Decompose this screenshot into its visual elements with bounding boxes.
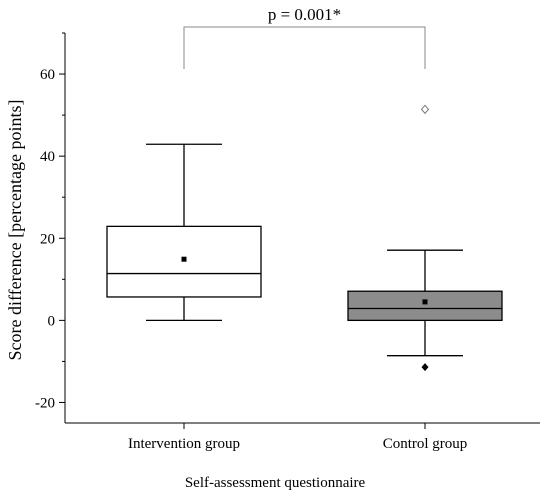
y-tick-label: -20 (35, 395, 55, 411)
y-tick-label: 40 (40, 149, 55, 165)
x-tick-label: Control group (383, 436, 468, 452)
x-axis-title: Self-assessment questionnaire (185, 475, 366, 491)
axes: -20 0 20 40 60 Intervention group Control grou… (35, 32, 540, 452)
boxes (106, 104, 503, 372)
y-tick-label: 0 (48, 313, 56, 329)
significance-bracket (183, 26, 426, 69)
y-tick-label: 20 (40, 231, 55, 247)
outlier-open-diamond (420, 104, 430, 115)
iqr-box (347, 290, 503, 322)
y-tick-label: 60 (40, 67, 55, 83)
labels: p = 0.001* Self-assessment questionnaire S… (5, 5, 426, 491)
box-2 (347, 104, 503, 372)
mean-marker (181, 256, 187, 262)
x-tick-label: Intervention group (128, 436, 240, 452)
mean-marker (422, 299, 428, 305)
significance-annotation: p = 0.001* (268, 5, 341, 24)
box-1 (106, 143, 262, 322)
outlier-filled-diamond (421, 363, 429, 372)
y-axis-title: Score difference [percentage points] (5, 99, 25, 360)
